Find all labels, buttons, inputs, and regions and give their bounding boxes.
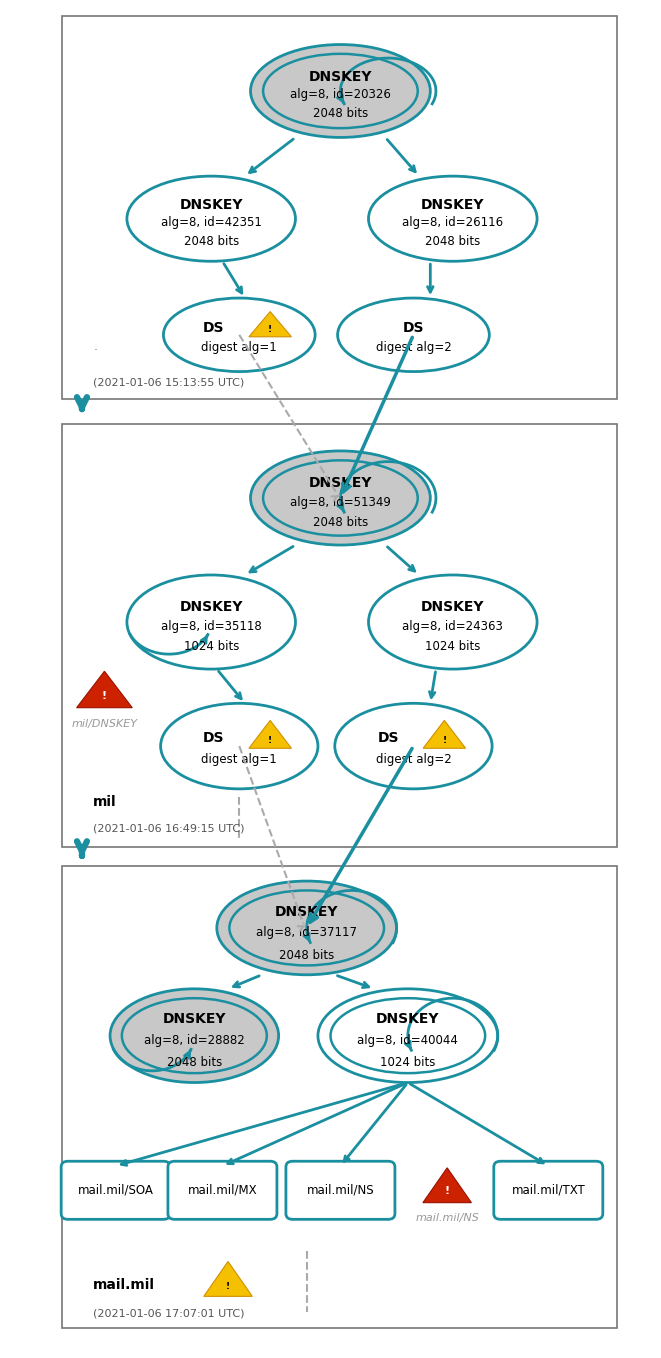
Text: digest alg=1: digest alg=1	[202, 341, 277, 353]
Ellipse shape	[127, 177, 295, 261]
Text: !: !	[442, 736, 446, 744]
Text: mail.mil/MX: mail.mil/MX	[188, 1184, 257, 1196]
Text: (2021-01-06 17:07:01 UTC): (2021-01-06 17:07:01 UTC)	[93, 1309, 245, 1319]
Ellipse shape	[330, 998, 485, 1073]
FancyBboxPatch shape	[62, 424, 617, 846]
Text: alg=8, id=26116: alg=8, id=26116	[403, 216, 503, 230]
Ellipse shape	[251, 451, 430, 545]
Ellipse shape	[229, 891, 384, 966]
Text: alg=8, id=24363: alg=8, id=24363	[403, 619, 503, 633]
Ellipse shape	[127, 574, 295, 669]
Text: 2048 bits: 2048 bits	[167, 1057, 222, 1069]
Text: DNSKEY: DNSKEY	[309, 477, 372, 490]
Text: 2048 bits: 2048 bits	[184, 235, 239, 247]
Text: 2048 bits: 2048 bits	[279, 949, 334, 961]
FancyBboxPatch shape	[494, 1161, 603, 1219]
Text: alg=8, id=37117: alg=8, id=37117	[256, 926, 357, 940]
Text: mil/DNSKEY: mil/DNSKEY	[71, 718, 137, 729]
Text: mail.mil/NS: mail.mil/NS	[415, 1213, 479, 1222]
Polygon shape	[77, 671, 132, 708]
Text: DNSKEY: DNSKEY	[179, 600, 243, 614]
FancyBboxPatch shape	[62, 16, 617, 399]
Text: !: !	[226, 1282, 230, 1290]
Text: mail.mil/SOA: mail.mil/SOA	[78, 1184, 153, 1196]
Ellipse shape	[217, 881, 397, 975]
Text: DNSKEY: DNSKEY	[421, 600, 485, 614]
Ellipse shape	[251, 45, 430, 137]
Text: 2048 bits: 2048 bits	[313, 516, 368, 530]
Text: alg=8, id=42351: alg=8, id=42351	[161, 216, 262, 230]
Text: digest alg=1: digest alg=1	[202, 754, 277, 766]
Polygon shape	[249, 720, 292, 748]
Ellipse shape	[122, 998, 267, 1073]
FancyBboxPatch shape	[61, 1161, 170, 1219]
Polygon shape	[423, 720, 465, 748]
Ellipse shape	[163, 297, 315, 372]
Text: DNSKEY: DNSKEY	[376, 1012, 440, 1027]
Text: .: .	[93, 341, 97, 353]
Text: !: !	[268, 325, 272, 334]
Text: mail.mil: mail.mil	[93, 1278, 155, 1291]
Text: 2048 bits: 2048 bits	[313, 107, 368, 120]
Ellipse shape	[263, 460, 418, 535]
Polygon shape	[423, 1168, 471, 1203]
Ellipse shape	[263, 54, 418, 128]
Text: mail.mil/NS: mail.mil/NS	[307, 1184, 374, 1196]
Text: alg=8, id=35118: alg=8, id=35118	[161, 619, 262, 633]
Text: DS: DS	[403, 320, 424, 335]
Text: 1024 bits: 1024 bits	[184, 641, 239, 653]
Text: DNSKEY: DNSKEY	[179, 198, 243, 212]
FancyBboxPatch shape	[286, 1161, 395, 1219]
FancyBboxPatch shape	[168, 1161, 277, 1219]
Ellipse shape	[368, 574, 537, 669]
Ellipse shape	[161, 703, 318, 789]
Text: alg=8, id=20326: alg=8, id=20326	[290, 88, 391, 102]
Text: digest alg=2: digest alg=2	[375, 341, 451, 353]
Text: 1024 bits: 1024 bits	[425, 641, 481, 653]
Text: DNSKEY: DNSKEY	[163, 1012, 226, 1027]
Text: alg=8, id=51349: alg=8, id=51349	[290, 496, 391, 509]
Text: digest alg=2: digest alg=2	[375, 754, 451, 766]
Text: (2021-01-06 15:13:55 UTC): (2021-01-06 15:13:55 UTC)	[93, 378, 245, 387]
Text: DNSKEY: DNSKEY	[309, 71, 372, 84]
Ellipse shape	[318, 989, 498, 1082]
Text: 1024 bits: 1024 bits	[380, 1057, 436, 1069]
Ellipse shape	[334, 703, 492, 789]
Text: 2048 bits: 2048 bits	[425, 235, 481, 247]
Ellipse shape	[110, 989, 278, 1082]
Polygon shape	[204, 1262, 253, 1297]
Ellipse shape	[338, 297, 489, 372]
Text: alg=8, id=28882: alg=8, id=28882	[144, 1033, 245, 1047]
Text: alg=8, id=40044: alg=8, id=40044	[358, 1033, 458, 1047]
Text: !: !	[445, 1187, 449, 1196]
Text: mil: mil	[93, 794, 117, 809]
Text: !: !	[268, 736, 272, 744]
FancyBboxPatch shape	[62, 865, 617, 1328]
Text: DS: DS	[377, 732, 399, 746]
Text: !: !	[102, 691, 107, 701]
Ellipse shape	[368, 177, 537, 261]
Text: DS: DS	[203, 320, 225, 335]
Text: (2021-01-06 16:49:15 UTC): (2021-01-06 16:49:15 UTC)	[93, 824, 245, 834]
Text: DS: DS	[203, 732, 225, 746]
Polygon shape	[249, 311, 292, 337]
Text: DNSKEY: DNSKEY	[421, 198, 485, 212]
Text: DNSKEY: DNSKEY	[275, 904, 338, 918]
Text: mail.mil/TXT: mail.mil/TXT	[512, 1184, 585, 1196]
